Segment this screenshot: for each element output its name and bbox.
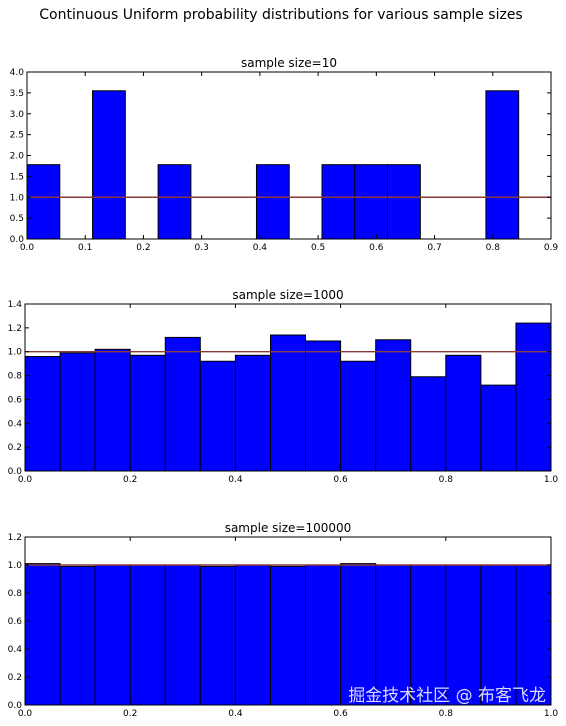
bar [480, 564, 517, 706]
y-tick-label: 2.0 [10, 152, 25, 162]
x-tick-label: 0.2 [136, 243, 150, 253]
bar [340, 360, 377, 472]
y-tick-label: 4.0 [10, 68, 25, 78]
bar [94, 564, 131, 706]
bar [129, 354, 166, 472]
x-tick-label: 0.8 [486, 243, 501, 253]
y-tick-label: 1.0 [8, 348, 23, 358]
bar [164, 336, 201, 472]
y-tick-label: 1.0 [8, 561, 23, 571]
axes-frame [24, 303, 552, 472]
x-tick-label: 0.6 [333, 709, 348, 719]
bar [305, 340, 342, 472]
y-tick-label: 0.8 [8, 372, 23, 382]
x-tick-label: 1.0 [544, 475, 559, 485]
bar [410, 564, 447, 706]
y-tick-label: 0.4 [8, 419, 23, 429]
x-tick-label: 0.8 [439, 475, 454, 485]
y-tick-label: 1.0 [10, 193, 25, 203]
y-tick-label: 0.4 [8, 645, 23, 655]
bar [269, 565, 307, 706]
bar [199, 565, 236, 706]
y-tick-label: 1.2 [8, 533, 22, 543]
bar [305, 564, 342, 706]
subplot-3: sample size=100000 0.0 0.2 0.4 0.6 0.8 1.0 0.0 0… [8, 521, 559, 719]
y-tick-label: 0.0 [10, 235, 25, 245]
y-tick-label: 0.0 [8, 467, 23, 477]
bar [445, 354, 482, 472]
subplot-title: sample size=10 [241, 56, 337, 70]
bar [255, 164, 290, 240]
bar [321, 164, 356, 240]
bar [59, 565, 96, 706]
bar [92, 90, 126, 240]
x-tick-label: 0.2 [123, 475, 137, 485]
bar [24, 563, 61, 706]
subplot-title: sample size=100000 [225, 521, 352, 535]
x-tick-label: 0.0 [18, 709, 33, 719]
bar [354, 164, 389, 240]
subplot-2: sample size=1000 0.0 0.2 0.4 0.6 0.8 1.0 0.0 0.2… [8, 288, 559, 485]
x-tick-label: 0.0 [20, 243, 35, 253]
subplots: sample size=10 0.0 0.1 0.2 0.3 0.4 0.5 0.6 0.7 0.… [8, 56, 559, 719]
bar [375, 339, 412, 472]
bar [375, 564, 412, 706]
x-tick-label: 0.3 [195, 243, 209, 253]
bar [94, 348, 131, 472]
x-tick-label: 0.6 [333, 475, 348, 485]
y-tick-label: 0.6 [8, 617, 23, 627]
figure-title: Continuous Uniform probability distribut… [39, 7, 522, 23]
bar [480, 384, 517, 472]
y-tick-label: 0.0 [8, 701, 23, 711]
x-tick-label: 0.4 [228, 475, 243, 485]
bar [340, 563, 377, 706]
bar [157, 164, 192, 240]
x-tick-label: 0.6 [369, 243, 384, 253]
y-tick-label: 3.0 [10, 110, 25, 120]
y-tick-label: 2.5 [10, 131, 24, 141]
bar [234, 354, 271, 472]
bar [445, 564, 482, 706]
subplot-title: sample size=1000 [232, 288, 343, 302]
y-tick-label: 1.4 [8, 300, 23, 310]
bar [515, 564, 552, 706]
y-tick-label: 1.5 [10, 172, 24, 182]
bar [129, 564, 166, 706]
y-tick-label: 0.5 [10, 214, 24, 224]
bar [164, 564, 201, 706]
y-tick-label: 0.2 [8, 673, 22, 683]
y-tick-label: 0.8 [8, 589, 23, 599]
x-tick-label: 0.7 [427, 243, 441, 253]
bar [26, 164, 61, 240]
y-tick-label: 1.2 [8, 324, 22, 334]
bar [59, 352, 96, 472]
x-tick-label: 0.5 [311, 243, 325, 253]
y-tick-label: 0.2 [8, 443, 22, 453]
bar [269, 334, 307, 472]
subplot-1: sample size=10 0.0 0.1 0.2 0.3 0.4 0.5 0.6 0.7 0.… [10, 56, 559, 253]
x-tick-label: 0.4 [253, 243, 268, 253]
x-tick-label: 0.2 [123, 709, 137, 719]
x-tick-label: 1.0 [544, 709, 559, 719]
x-tick-label: 0.0 [18, 475, 33, 485]
bar [24, 355, 61, 472]
x-tick-label: 0.9 [544, 243, 559, 253]
watermark: 掘金技术社区 @ 布客飞龙 [348, 686, 546, 706]
bar [199, 360, 236, 472]
x-tick-label: 0.4 [228, 709, 243, 719]
y-tick-label: 0.6 [8, 395, 23, 405]
bar [234, 564, 271, 706]
bar [387, 164, 421, 240]
bar [410, 376, 447, 472]
y-tick-label: 3.5 [10, 89, 24, 99]
x-tick-label: 0.8 [439, 709, 454, 719]
bar [515, 322, 552, 472]
bar [485, 90, 520, 240]
x-tick-label: 0.1 [78, 243, 92, 253]
